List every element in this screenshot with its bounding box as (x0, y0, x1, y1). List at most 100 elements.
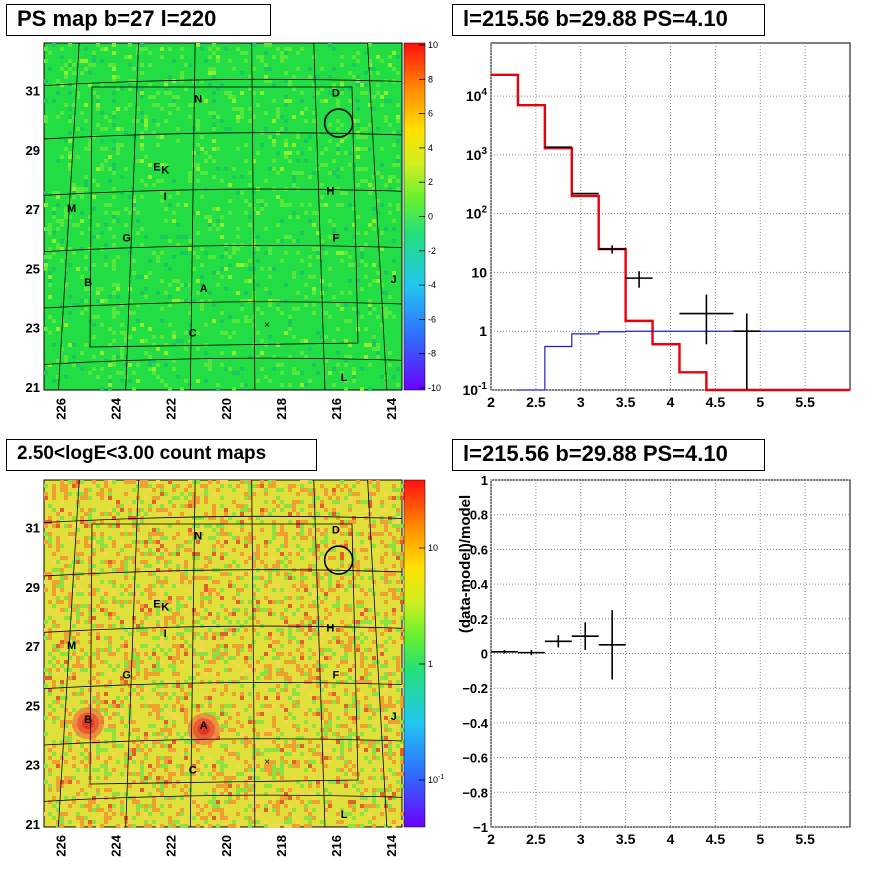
map-pixel (232, 584, 236, 588)
map-pixel (388, 744, 392, 748)
map-pixel (124, 628, 128, 632)
map-pixel (60, 303, 64, 307)
map-pixel (80, 195, 84, 199)
map-pixel (260, 560, 264, 564)
map-pixel (188, 596, 192, 600)
map-pixel (144, 824, 148, 828)
map-pixel (232, 560, 236, 564)
map-pixel (168, 500, 172, 504)
map-pixel (244, 556, 248, 560)
map-pixel (208, 536, 212, 540)
map-pixel (92, 608, 96, 612)
map-pixel (324, 684, 328, 688)
map-pixel (336, 500, 340, 504)
map-pixel (388, 532, 392, 536)
map-pixel (360, 588, 364, 592)
map-pixel (140, 688, 144, 692)
map-pixel (352, 692, 356, 696)
map-pixel (152, 371, 156, 375)
map-pixel (156, 644, 160, 648)
map-pixel (68, 720, 72, 724)
map-pixel (320, 788, 324, 792)
map-pixel (172, 544, 176, 548)
map-pixel (384, 576, 388, 580)
map-pixel (116, 219, 120, 223)
map-pixel (336, 776, 340, 780)
map-pixel (212, 303, 216, 307)
map-pixel (360, 796, 364, 800)
map-pixel (308, 512, 312, 516)
map-pixel (88, 656, 92, 660)
map-pixel (268, 379, 272, 383)
map-pixel (332, 508, 336, 512)
map-pixel (184, 756, 188, 760)
map-pixel (324, 203, 328, 207)
meridian-line (189, 42, 196, 391)
map-pixel (160, 716, 164, 720)
map-pixel (204, 215, 208, 219)
map-pixel (80, 592, 84, 596)
map-pixel (232, 331, 236, 335)
map-pixel (172, 724, 176, 728)
map-pixel (64, 323, 68, 327)
map-pixel (100, 796, 104, 800)
map-pixel (228, 275, 232, 279)
map-pixel (176, 299, 180, 303)
map-pixel (176, 191, 180, 195)
map-pixel (392, 279, 396, 283)
map-pixel (88, 508, 92, 512)
map-pixel (320, 195, 324, 199)
map-pixel (196, 532, 200, 536)
map-pixel (368, 492, 372, 496)
map-pixel (240, 524, 244, 528)
map-pixel (52, 207, 56, 211)
map-pixel (360, 259, 364, 263)
map-pixel (176, 596, 180, 600)
map-pixel (340, 712, 344, 716)
map-pixel (48, 692, 52, 696)
map-pixel (164, 343, 168, 347)
map-pixel (280, 219, 284, 223)
map-pixel (324, 532, 328, 536)
map-pixel (328, 139, 332, 143)
map-pixel (304, 480, 308, 484)
map-pixel (248, 107, 252, 111)
map-pixel (228, 367, 232, 371)
map-pixel (120, 676, 124, 680)
map-pixel (348, 151, 352, 155)
map-pixel (68, 215, 72, 219)
map-pixel (184, 540, 188, 544)
map-pixel (360, 660, 364, 664)
map-pixel (60, 664, 64, 668)
source-label-N: N (194, 530, 202, 542)
map-pixel (336, 143, 340, 147)
map-pixel (276, 640, 280, 644)
map-pixel (72, 648, 76, 652)
map-pixel (332, 644, 336, 648)
map-pixel (376, 83, 380, 87)
map-pixel (392, 760, 396, 764)
map-pixel (220, 760, 224, 764)
map-pixel (392, 564, 396, 568)
map-pixel (232, 756, 236, 760)
map-pixel (340, 736, 344, 740)
map-pixel (144, 676, 148, 680)
map-pixel (180, 235, 184, 239)
map-pixel (344, 724, 348, 728)
map-pixel (356, 83, 360, 87)
map-pixel (384, 508, 388, 512)
map-pixel (172, 748, 176, 752)
map-pixel (312, 596, 316, 600)
map-pixel (68, 247, 72, 251)
map-pixel (376, 343, 380, 347)
map-pixel (352, 824, 356, 828)
map-pixel (240, 480, 244, 484)
map-pixel (100, 624, 104, 628)
map-pixel (144, 588, 148, 592)
map-pixel (364, 127, 368, 131)
map-pixel (60, 55, 64, 59)
map-pixel (68, 760, 72, 764)
map-pixel (284, 716, 288, 720)
map-pixel (108, 664, 112, 668)
map-pixel (84, 492, 88, 496)
